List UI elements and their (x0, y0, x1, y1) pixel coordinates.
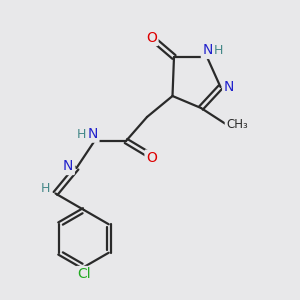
Text: O: O (146, 31, 157, 44)
Text: H: H (77, 128, 87, 141)
Text: H: H (214, 44, 223, 57)
Text: Cl: Cl (77, 268, 91, 281)
Text: N: N (88, 128, 98, 141)
Text: H: H (40, 182, 50, 195)
Text: O: O (146, 151, 157, 165)
Text: N: N (202, 44, 213, 57)
Text: N: N (63, 160, 73, 173)
Text: N: N (224, 80, 234, 94)
Text: CH₃: CH₃ (226, 118, 248, 131)
